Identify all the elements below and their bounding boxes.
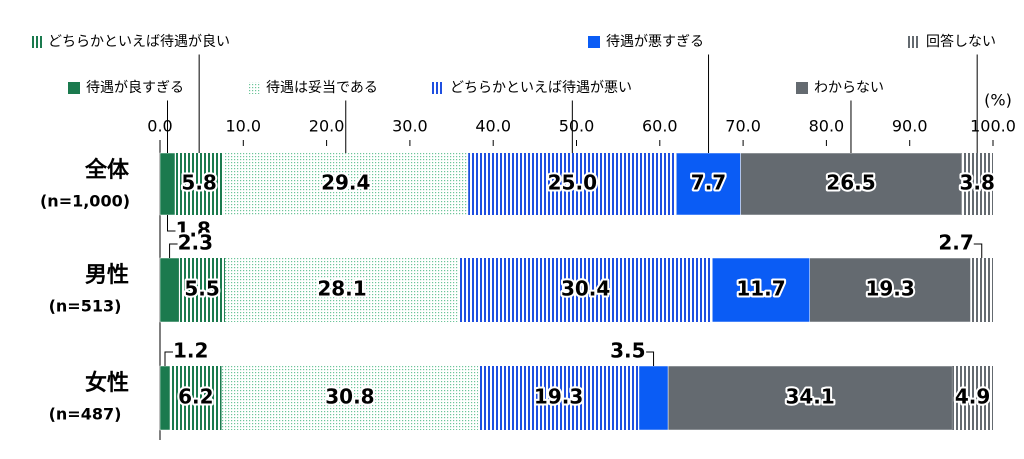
bar-segment: [667, 365, 953, 431]
leader-line: [169, 243, 178, 258]
legend-swatch: [248, 82, 260, 94]
legend-swatch: [30, 36, 42, 48]
leader-line: [645, 351, 655, 366]
legend-box: [581, 29, 711, 55]
legend-swatch: [908, 36, 920, 48]
legend-swatch: [68, 82, 80, 94]
bar-segment: [676, 152, 741, 216]
value-label: 19.3: [534, 385, 583, 409]
bar-segment: [478, 366, 639, 430]
legend-label: 待遇が良すぎる: [86, 80, 184, 96]
legend-label: 待遇が悪すぎる: [606, 34, 704, 50]
x-tick-label: 10.0: [225, 117, 261, 136]
value-label: 1.2: [173, 339, 208, 363]
bar-segment: [952, 366, 993, 430]
leader-line: [166, 215, 176, 232]
leader-line: [973, 243, 983, 258]
value-label: 26.5: [826, 171, 875, 195]
x-tick-label: 30.0: [392, 117, 428, 136]
bar-segment: [174, 153, 224, 215]
legend-swatch: [588, 36, 600, 48]
x-tick-label: 90.0: [892, 117, 928, 136]
bar-segment: [159, 152, 176, 216]
value-label: 11.7: [736, 277, 785, 301]
value-label: 7.7: [691, 171, 726, 195]
value-label: 30.4: [561, 277, 610, 301]
legend-label: どちらかといえば待遇が良い: [48, 34, 230, 50]
value-label: 19.3: [865, 277, 914, 301]
x-tick-label: 40.0: [475, 117, 511, 136]
bar-segment: [159, 365, 171, 431]
bar-segment: [224, 258, 460, 322]
legend-box: [61, 75, 191, 101]
bar-segment: [169, 366, 222, 430]
value-label: 3.5: [610, 339, 645, 363]
bar-segment: [223, 153, 469, 215]
x-tick-label: 100.0: [970, 117, 1016, 136]
legend-label: 待遇は妥当である: [266, 80, 378, 96]
x-tick-label: 50.0: [559, 117, 595, 136]
legend-box: [901, 29, 1003, 55]
legend-box: [789, 75, 891, 101]
legend-box: [23, 29, 237, 55]
sample-size: (n=1,000): [40, 192, 130, 211]
category-label: 男性: [85, 263, 129, 288]
value-label: 2.3: [178, 231, 213, 255]
bar-segment: [970, 258, 993, 322]
value-label: 29.4: [321, 171, 370, 195]
bar-segment: [159, 257, 180, 323]
value-label: 25.0: [548, 171, 597, 195]
sample-size: (n=513): [49, 297, 122, 316]
bar-segment: [221, 366, 479, 430]
category-label: 全体: [84, 157, 130, 183]
value-label: 30.8: [325, 385, 374, 409]
value-label: 6.2: [178, 385, 213, 409]
category-label: 女性: [85, 370, 129, 396]
legend-swatch: [432, 82, 444, 94]
bar-segment: [740, 152, 962, 216]
bar-segment: [179, 258, 225, 322]
legend-swatch: [796, 82, 808, 94]
legend-label: 回答しない: [926, 33, 996, 50]
x-tick-label: 20.0: [309, 117, 345, 136]
value-label: 3.8: [959, 171, 994, 195]
value-label: 5.8: [181, 171, 216, 195]
legend-box: [425, 75, 639, 101]
sample-size: (n=487): [49, 405, 122, 424]
x-tick-label: 80.0: [809, 117, 845, 136]
bar-segment: [468, 153, 677, 215]
value-label: 34.1: [785, 385, 834, 409]
bar-segment: [712, 257, 810, 323]
legend-label: わからない: [814, 80, 884, 96]
value-label: 4.9: [955, 385, 990, 409]
value-label: 5.5: [184, 277, 219, 301]
value-label: 2.7: [938, 231, 973, 255]
legend-label: どちらかといえば待遇が悪い: [450, 80, 632, 96]
bar-segment: [809, 257, 971, 323]
value-label: 28.1: [317, 277, 366, 301]
legend-box: [241, 75, 385, 101]
x-tick-label: 70.0: [725, 117, 761, 136]
bar-segment: [638, 365, 669, 431]
bar-segment: [961, 153, 993, 215]
value-label: 1.8: [175, 218, 210, 242]
x-unit: (%): [984, 91, 1012, 110]
x-tick-label: 0.0: [147, 117, 172, 136]
bar-segment: [459, 258, 713, 322]
x-tick-label: 60.0: [642, 117, 678, 136]
leader-line: [164, 351, 173, 366]
